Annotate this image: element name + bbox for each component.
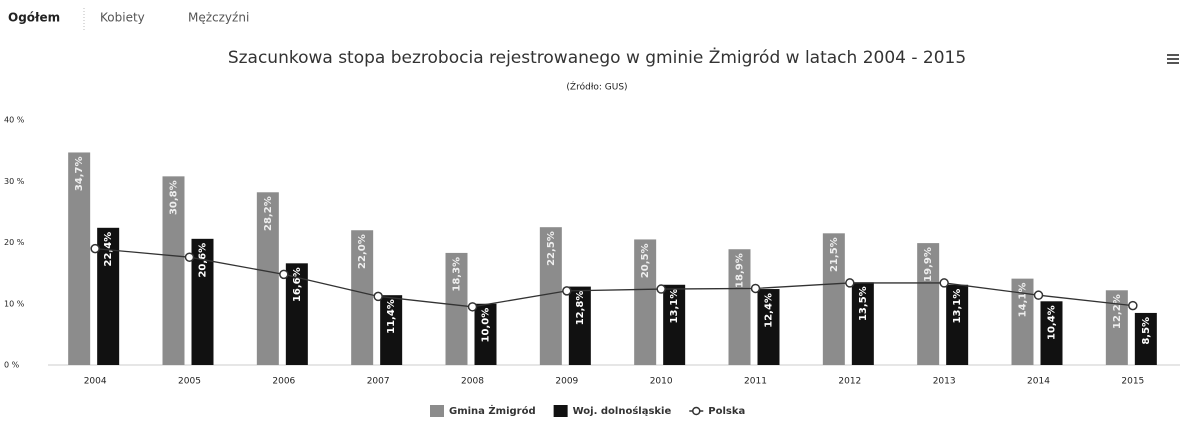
data-label: 10,0%: [481, 308, 492, 343]
y-tick-label: 40 %: [4, 116, 25, 125]
line-point: [939, 278, 949, 288]
bar: [256, 192, 279, 365]
x-tick-label: 2007: [367, 377, 390, 387]
data-label: 19,9%: [923, 247, 934, 282]
bar: [757, 289, 780, 365]
bar: [663, 284, 686, 365]
data-label: 22,5%: [546, 231, 557, 266]
bar: [1011, 278, 1034, 365]
data-label: 10,4%: [1047, 305, 1058, 340]
tab[interactable]: Kobiety: [100, 11, 145, 25]
bar: [97, 227, 120, 365]
data-label: 22,4%: [103, 232, 114, 267]
line-point: [845, 278, 855, 288]
legend-label: Woj. dolnośląskie: [573, 405, 672, 417]
tab[interactable]: Mężczyźni: [188, 11, 249, 25]
legend-marker: [692, 406, 701, 416]
data-label: 34,7%: [74, 156, 85, 191]
x-tick-label: 2009: [555, 377, 578, 387]
line-point: [562, 286, 572, 296]
bar: [191, 238, 214, 365]
chart-subtitle: (Źródło: GUS): [566, 81, 627, 93]
legend-item: Woj. dolnośląskie: [553, 405, 672, 417]
bar: [380, 295, 403, 365]
bar: [728, 249, 751, 365]
x-tick-label: 2005: [178, 377, 201, 387]
bar: [162, 176, 185, 365]
bar: [1040, 301, 1063, 365]
data-label: 12,8%: [575, 291, 586, 326]
y-tick-label: 0 %: [4, 361, 20, 370]
bar: [539, 227, 562, 365]
bar: [68, 152, 91, 365]
bar: [634, 239, 657, 365]
menu-bar: [1167, 58, 1179, 60]
data-label: 16,6%: [292, 267, 303, 302]
legend-label: Polska: [708, 406, 745, 417]
line-point: [656, 284, 666, 294]
x-tick-label: 2013: [933, 377, 956, 387]
bar: [851, 282, 874, 365]
bar: [1105, 290, 1128, 365]
line-point: [1033, 290, 1044, 300]
data-label: 30,8%: [169, 180, 180, 215]
data-label: 14,1%: [1018, 283, 1029, 318]
line: [95, 247, 1133, 308]
legend-swatch: [553, 405, 568, 417]
bar: [568, 286, 591, 365]
chart-title: Szacunkowa stopa bezrobocia rejestrowane…: [228, 47, 966, 68]
data-label: 18,9%: [735, 253, 746, 288]
line-point: [1128, 300, 1138, 311]
data-label: 21,5%: [829, 237, 840, 272]
x-tick-label: 2004: [84, 377, 107, 387]
x-tick-label: 2008: [461, 377, 484, 387]
bar: [351, 230, 374, 365]
data-label: 20,5%: [640, 243, 651, 278]
bar: [1134, 312, 1157, 365]
line-point: [184, 252, 195, 262]
legend-item: Gmina Żmigród: [430, 403, 536, 417]
y-tick-label: 20 %: [4, 238, 25, 247]
bar: [917, 243, 940, 365]
x-tick-label: 2014: [1027, 377, 1050, 387]
bar: [822, 233, 845, 365]
y-tick-label: 10 %: [4, 299, 25, 308]
data-label: 8,5%: [1141, 317, 1152, 345]
data-label: 22,0%: [357, 234, 368, 269]
x-tick-label: 2015: [1121, 377, 1144, 387]
legend-item: Polska: [689, 406, 745, 417]
line-point: [90, 243, 100, 254]
line-point: [279, 269, 289, 280]
menu-button[interactable]: [1167, 54, 1179, 64]
x-tick-label: 2012: [838, 377, 861, 387]
x-tick-label: 2006: [272, 377, 295, 387]
line-point: [373, 291, 383, 302]
data-label: 18,3%: [452, 257, 463, 292]
legend-swatch: [430, 405, 444, 417]
data-label: 13,1%: [669, 289, 680, 324]
legend-label: Gmina Żmigród: [449, 403, 536, 417]
line-point: [750, 283, 761, 294]
y-tick-label: 30 %: [4, 177, 25, 186]
data-label: 28,2%: [263, 196, 274, 231]
bar: [474, 303, 497, 365]
line-point: [467, 302, 478, 312]
tab[interactable]: Ogółem: [8, 11, 60, 25]
bar: [285, 263, 308, 365]
menu-bar: [1167, 62, 1179, 64]
data-label: 12,4%: [764, 293, 775, 328]
bar: [946, 284, 969, 365]
menu-bar: [1167, 54, 1179, 56]
data-label: 11,4%: [386, 299, 397, 334]
data-label: 13,5%: [858, 286, 869, 321]
bar: [445, 252, 468, 365]
x-tick-label: 2010: [650, 377, 673, 387]
data-label: 13,1%: [952, 289, 963, 324]
x-tick-label: 2011: [744, 377, 767, 387]
data-label: 12,2%: [1112, 294, 1123, 329]
